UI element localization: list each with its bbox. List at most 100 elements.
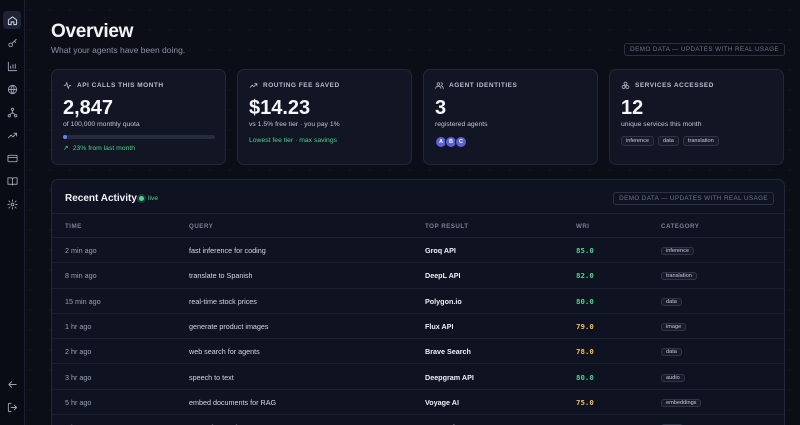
- row-time: 1 hr ago: [65, 321, 92, 331]
- logout-icon[interactable]: [3, 398, 21, 416]
- recent-activity-title: Recent Activity: [65, 193, 137, 204]
- service-tag: translation: [682, 136, 719, 146]
- layers-icon: [621, 81, 630, 89]
- category-tag: embeddings: [661, 398, 702, 407]
- row-time: 3 hr ago: [65, 372, 92, 382]
- row-top-result[interactable]: Groq API: [425, 246, 456, 255]
- row-top-result[interactable]: Voyage AI: [425, 397, 459, 407]
- row-query: speech to text: [189, 372, 234, 382]
- live-indicator: live: [139, 195, 158, 202]
- row-query: fast inference for coding: [189, 246, 266, 255]
- trending-icon[interactable]: [3, 126, 21, 144]
- table-row[interactable]: 3 hr ago speech to text Deepgram API 80.0 au…: [52, 365, 784, 390]
- row-top-result[interactable]: E2B Code: [425, 423, 459, 425]
- column-header-top-result[interactable]: TOP RESULT: [425, 223, 469, 230]
- api-calls-label: API CALLS THIS MONTH: [77, 82, 164, 89]
- row-category: inference: [661, 245, 695, 255]
- table-row[interactable]: 1 hr ago generate product images Flux API 7…: [52, 314, 784, 340]
- table-row[interactable]: 6 hr agorun Python codeE2B Code80.0code: [52, 415, 784, 425]
- row-time: 8 min ago: [65, 271, 97, 281]
- trending-icon: [249, 83, 258, 88]
- api-calls-quota: of 100,000 monthly quota: [63, 121, 140, 128]
- column-header-time[interactable]: TIME: [65, 223, 82, 230]
- row-wri-score: 85.0: [576, 246, 594, 255]
- network-icon[interactable]: [3, 103, 21, 121]
- routing-fee-note: Lowest fee tier · max savings: [249, 137, 338, 144]
- credit-card-icon[interactable]: [3, 149, 21, 167]
- row-query: translate to Spanish: [189, 271, 253, 281]
- agent-identities-sub: registered agents: [435, 121, 488, 128]
- table-row[interactable]: 8 min ago translate to Spanish DeepL API 82…: [52, 263, 784, 289]
- services-sub: unique services this month: [621, 121, 702, 128]
- service-tag: inference: [621, 136, 655, 146]
- quota-progress-fill: [63, 135, 68, 139]
- row-category: data: [661, 346, 682, 357]
- chart-icon[interactable]: [3, 57, 21, 75]
- page-subtitle: What your agents have been doing.: [51, 45, 186, 55]
- category-tag: translation: [661, 272, 697, 281]
- avatar[interactable]: A: [435, 136, 447, 148]
- category-tag: data: [661, 297, 682, 306]
- row-category: data: [661, 296, 682, 306]
- services-card: SERVICES ACCESSED 12 unique services thi…: [609, 69, 784, 165]
- key-icon[interactable]: [3, 34, 21, 52]
- row-time: 6 hr ago: [65, 423, 91, 425]
- row-wri-score: 75.0: [576, 397, 594, 407]
- live-label: live: [148, 195, 159, 202]
- row-wri-score: 79.0: [576, 321, 594, 331]
- main-content: Overview What your agents have been doin…: [51, 0, 785, 425]
- row-category: audio: [661, 372, 685, 382]
- activity-icon: [63, 82, 72, 89]
- globe-icon[interactable]: [3, 80, 21, 98]
- table-row[interactable]: 15 min ago real-time stock prices Polygon.…: [52, 289, 784, 314]
- home-icon[interactable]: [3, 11, 21, 29]
- table-row[interactable]: 2 min ago fast inference for coding Groq A…: [52, 238, 784, 264]
- row-wri-score: 78.0: [576, 347, 594, 357]
- trend-up-icon: ↗: [63, 145, 69, 152]
- row-top-result[interactable]: DeepL API: [425, 271, 461, 281]
- row-category: embeddings: [661, 397, 702, 407]
- api-calls-card: API CALLS THIS MONTH 2,847 of 100,000 mo…: [51, 69, 226, 165]
- row-top-result[interactable]: Deepgram API: [425, 372, 474, 382]
- demo-data-badge: DEMO DATA — UPDATES WITH REAL USAGE: [624, 43, 785, 56]
- row-time: 2 min ago: [65, 246, 97, 255]
- routing-fee-label: ROUTING FEE SAVED: [263, 82, 340, 89]
- row-category: image: [661, 321, 687, 331]
- quota-progress-bar: [63, 135, 215, 139]
- agent-identities-label: AGENT IDENTITIES: [449, 82, 518, 89]
- agent-avatars: A B C: [435, 136, 467, 148]
- category-tag: data: [661, 348, 682, 357]
- users-icon: [435, 82, 444, 89]
- column-header-wri[interactable]: WRI: [576, 223, 590, 230]
- table-header: TIME QUERY TOP RESULT WRI CATEGORY: [52, 213, 784, 238]
- agent-identities-value: 3: [435, 97, 447, 119]
- category-tag: image: [661, 322, 687, 331]
- row-wri-score: 82.0: [576, 271, 594, 281]
- row-top-result[interactable]: Brave Search: [425, 347, 471, 357]
- row-query: run Python code: [189, 423, 241, 425]
- avatar[interactable]: C: [455, 136, 467, 148]
- api-calls-trend-text: 23% from last month: [72, 144, 136, 152]
- row-query: embed documents for RAG: [189, 397, 277, 407]
- services-label: SERVICES ACCESSED: [635, 82, 714, 89]
- column-header-category[interactable]: CATEGORY: [661, 223, 700, 230]
- column-header-query[interactable]: QUERY: [189, 223, 214, 230]
- row-query: web search for agents: [189, 347, 260, 357]
- row-wri-score: 80.0: [576, 296, 594, 306]
- agent-identities-card: AGENT IDENTITIES 3 registered agents A B…: [423, 69, 598, 165]
- settings-icon[interactable]: [3, 195, 21, 213]
- routing-fee-value: $14.23: [249, 97, 311, 119]
- table-row[interactable]: 2 hr ago web search for agents Brave Searc…: [52, 339, 784, 365]
- category-tag: inference: [661, 247, 695, 255]
- routing-fee-sub: vs 1.5% free tier · you pay 1%: [249, 121, 340, 128]
- book-icon[interactable]: [3, 172, 21, 190]
- row-time: 2 hr ago: [65, 347, 92, 357]
- table-row[interactable]: 5 hr ago embed documents for RAG Voyage AI…: [52, 390, 784, 416]
- row-wri-score: 80.0: [576, 423, 594, 425]
- page-title: Overview: [51, 21, 134, 42]
- row-top-result[interactable]: Flux API: [425, 321, 454, 331]
- live-dot-icon: [139, 196, 144, 201]
- back-arrow-icon[interactable]: [3, 375, 21, 393]
- row-top-result[interactable]: Polygon.io: [425, 296, 462, 306]
- service-tags: inference data translation: [621, 136, 719, 146]
